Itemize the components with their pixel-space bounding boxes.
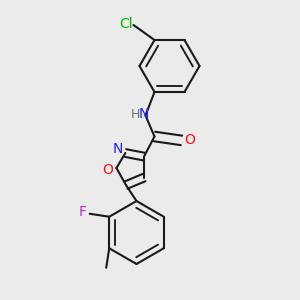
Text: N: N	[113, 142, 123, 156]
Text: O: O	[184, 133, 195, 147]
Text: Cl: Cl	[119, 16, 133, 31]
Text: N: N	[139, 107, 149, 121]
Text: H: H	[131, 108, 141, 121]
Text: O: O	[103, 164, 113, 177]
Text: F: F	[79, 205, 87, 219]
